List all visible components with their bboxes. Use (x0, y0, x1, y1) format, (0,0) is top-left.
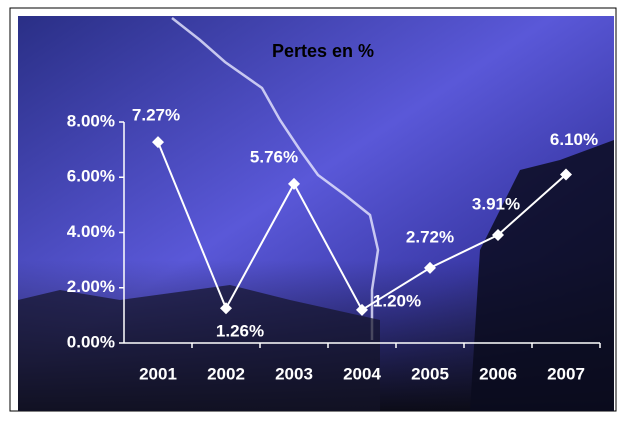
marker (424, 261, 436, 274)
marker (560, 168, 572, 181)
marker (492, 228, 504, 241)
data-label: 5.76% (250, 147, 298, 166)
marker (356, 303, 368, 316)
x-tick-label: 2004 (343, 364, 381, 383)
y-tick-label: 8.00% (67, 111, 115, 130)
marker (220, 302, 232, 315)
house-silhouette (18, 285, 380, 411)
marker (288, 177, 300, 190)
y-tick-label: 6.00% (67, 167, 115, 186)
x-tick-label: 2006 (479, 364, 517, 383)
data-label: 3.91% (472, 194, 520, 213)
data-label: 2.72% (406, 227, 454, 246)
lightning (171, 17, 380, 340)
data-label: 6.10% (550, 130, 598, 149)
x-tick-label: 2001 (139, 364, 177, 383)
data-label: 7.27% (132, 106, 180, 125)
marker (152, 136, 164, 149)
x-tick-label: 2007 (547, 364, 585, 383)
y-tick-label: 4.00% (67, 222, 115, 241)
y-tick-label: 2.00% (67, 277, 115, 296)
data-label: 1.26% (216, 322, 264, 341)
x-tick-label: 2002 (207, 364, 245, 383)
x-tick-label: 2003 (275, 364, 313, 383)
y-tick-label: 0.00% (67, 332, 115, 351)
x-tick-label: 2005 (411, 364, 449, 383)
data-label: 1.20% (373, 291, 421, 310)
chart-title: Pertes en % (272, 41, 374, 61)
